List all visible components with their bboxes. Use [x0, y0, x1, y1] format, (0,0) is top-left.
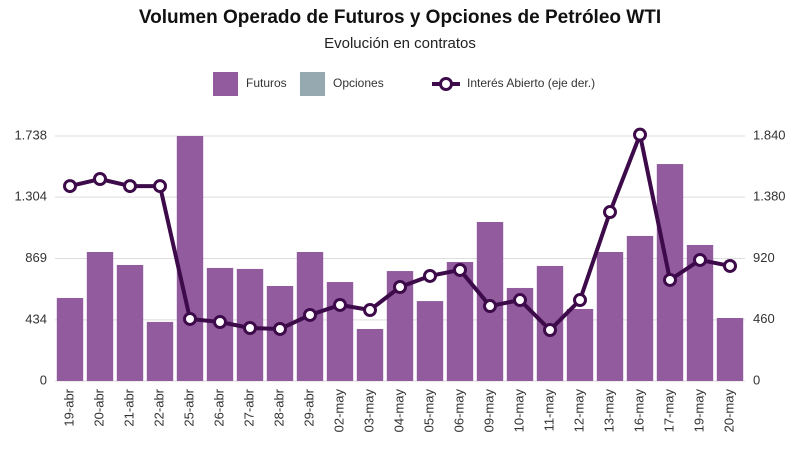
bar — [86, 252, 114, 381]
point — [123, 179, 137, 194]
x-tick-label: 02-may — [331, 389, 346, 433]
x-tick-label: 26-abr — [211, 388, 226, 426]
bar — [596, 252, 624, 381]
x-tick-label: 22-abr — [151, 388, 166, 426]
x-tick-label: 13-may — [601, 389, 616, 433]
point — [183, 311, 197, 326]
point — [483, 299, 497, 314]
legend-marker — [439, 77, 453, 91]
bar — [356, 328, 384, 381]
y2-tick-label: 0 — [753, 372, 760, 387]
point — [723, 258, 737, 273]
x-tick-label: 20-abr — [91, 388, 106, 426]
y2-tick-label: 1.840 — [753, 127, 786, 142]
bar — [116, 264, 144, 381]
x-tick-label: 11-may — [541, 389, 556, 432]
chart-title: Volumen Operado de Futuros y Opciones de… — [139, 7, 661, 28]
bar — [56, 297, 84, 381]
point — [63, 179, 77, 194]
x-tick-label: 06-may — [451, 389, 466, 433]
x-tick-label: 16-may — [631, 389, 646, 433]
point — [363, 303, 377, 318]
point — [423, 268, 437, 283]
x-tick-label: 19-may — [691, 389, 706, 433]
point — [393, 279, 407, 294]
x-tick-label: 19-abr — [61, 388, 76, 426]
x-tick-label: 03-may — [361, 389, 376, 433]
legend-label: Opciones — [333, 76, 384, 90]
x-tick-label: 28-abr — [271, 388, 286, 426]
point — [213, 315, 227, 330]
x-tick-label: 27-abr — [241, 388, 256, 426]
y2-tick-label: 460 — [753, 311, 775, 326]
x-tick-label: 17-may — [661, 389, 676, 433]
point — [573, 293, 587, 308]
legend-label: Futuros — [246, 76, 287, 90]
y2-tick-label: 1.380 — [753, 189, 786, 204]
point — [633, 127, 647, 142]
point — [93, 172, 107, 187]
point — [333, 297, 347, 312]
point — [663, 272, 677, 287]
x-tick-label: 09-may — [481, 389, 496, 433]
bar — [626, 235, 654, 381]
bar — [176, 136, 204, 381]
bar — [716, 317, 744, 381]
point — [543, 323, 557, 338]
point — [303, 307, 317, 322]
bar — [146, 321, 174, 381]
y-tick-label: 0 — [40, 372, 47, 387]
y2-tick-label: 920 — [753, 250, 775, 265]
point — [603, 205, 617, 220]
x-tick-label: 04-may — [391, 389, 406, 433]
legend-label: Interés Abierto (eje der.) — [467, 76, 595, 90]
bar — [566, 308, 594, 381]
y-tick-label: 1.304 — [14, 189, 47, 204]
chart-subtitle: Evolución en contratos — [324, 35, 476, 52]
bar — [326, 282, 354, 381]
point — [243, 321, 257, 336]
legend-swatch — [213, 72, 238, 96]
point — [153, 179, 167, 194]
x-tick-label: 05-may — [421, 389, 436, 433]
legend-swatch — [300, 72, 325, 96]
y-tick-label: 434 — [25, 311, 47, 326]
x-tick-label: 29-abr — [301, 388, 316, 426]
x-tick-label: 21-abr — [121, 388, 136, 426]
x-tick-label: 10-may — [511, 389, 526, 433]
point — [273, 321, 287, 336]
x-tick-label: 12-may — [571, 389, 586, 433]
y-tick-label: 869 — [25, 250, 47, 265]
point — [693, 252, 707, 267]
x-tick-label: 20-may — [721, 389, 736, 433]
x-tick-label: 25-abr — [181, 388, 196, 426]
point — [513, 293, 527, 308]
point — [453, 262, 467, 277]
bar — [416, 301, 444, 381]
y-tick-label: 1.738 — [14, 127, 47, 142]
